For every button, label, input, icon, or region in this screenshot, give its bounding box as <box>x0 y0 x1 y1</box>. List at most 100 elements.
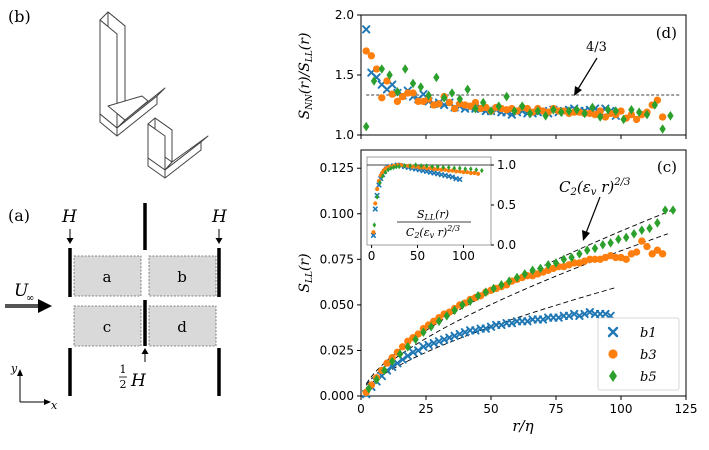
c-xtick-label: 25 <box>418 402 433 416</box>
d-point-b5 <box>425 90 432 101</box>
d-point-b5 <box>433 72 440 83</box>
d-annotation: 4/3 <box>586 40 607 55</box>
d-point-b3 <box>409 89 417 97</box>
c-ytick-label: 0.050 <box>320 298 354 312</box>
walls <box>68 203 221 396</box>
inset-point-b5 <box>375 194 379 200</box>
svg-text:C2(εv r)2/3: C2(εv r)2/3 <box>559 177 630 198</box>
c-point-b3 <box>591 255 599 264</box>
d-point-b3 <box>466 102 474 110</box>
d-point-b3 <box>398 92 407 101</box>
c-point-b5 <box>615 234 622 245</box>
d-point-b5 <box>495 101 502 111</box>
c-point-b5 <box>662 205 669 215</box>
flow-sub: ∞ <box>26 293 34 304</box>
panel-label-c: (c) <box>657 158 677 176</box>
boxes <box>73 255 217 347</box>
d-annotation-arrow <box>574 57 598 96</box>
d-point-b5 <box>526 108 534 119</box>
c-point-b5 <box>607 238 614 248</box>
d-point-b5 <box>612 106 619 116</box>
d-point-b5 <box>620 114 627 125</box>
d-point-b3 <box>445 98 454 107</box>
inset-point-b5 <box>468 166 473 172</box>
d-point-b5 <box>659 124 666 134</box>
c-point-b1 <box>393 359 402 368</box>
c-point-b5 <box>529 265 536 276</box>
inset-point-b5 <box>480 167 484 174</box>
c-point-b5 <box>506 276 513 286</box>
inset-point-b5 <box>386 167 390 173</box>
h-left-label: H <box>61 207 78 227</box>
box-a-label: a <box>103 268 112 286</box>
c-point-b5 <box>420 327 427 338</box>
d-point-b3 <box>362 47 370 55</box>
panel-label-a: (a) <box>8 206 30 225</box>
c-point-b3 <box>612 253 620 262</box>
inset-point-b5 <box>372 222 377 228</box>
d-point-b5 <box>370 76 378 86</box>
half-h-label: 1 2 H <box>119 363 147 391</box>
c-point-b5 <box>396 349 404 359</box>
d-point-b5 <box>534 106 541 116</box>
svg-text:H: H <box>130 371 147 391</box>
inset-point-b5 <box>474 167 479 173</box>
c-point-b5 <box>482 287 489 297</box>
c-point-b5 <box>412 334 419 345</box>
c-point-b5 <box>459 300 466 310</box>
c-ytick-label: 0.125 <box>320 161 354 175</box>
d-point-b5 <box>487 106 495 116</box>
svg-text:C2(εv r)2/3: C2(εv r)2/3 <box>406 224 460 240</box>
box-a <box>73 255 142 297</box>
flow-arrow <box>5 299 52 313</box>
inset-point-b1 <box>449 174 456 180</box>
c-point-b3 <box>398 343 407 351</box>
h-arrows <box>66 229 223 362</box>
inset-point-b3 <box>457 169 462 174</box>
c-point-b5 <box>630 229 638 239</box>
d-point-b5 <box>378 64 385 74</box>
panel-label-d: (d) <box>656 24 677 42</box>
d-point-b5 <box>550 105 557 115</box>
inset-point-b1 <box>370 232 377 238</box>
d-point-b5 <box>628 105 635 115</box>
c-ylabel: SLL(r) <box>297 253 315 292</box>
c-point-b5 <box>474 290 482 301</box>
box-b-label: b <box>177 268 187 286</box>
box-d-label: d <box>177 318 187 336</box>
inset-xtick-label: 50 <box>410 249 425 263</box>
d-point-b5 <box>402 64 409 74</box>
d-point-b5 <box>441 93 448 103</box>
inset-point-b3 <box>371 230 376 235</box>
inset-point-b3 <box>468 170 473 176</box>
d-point-b5 <box>464 84 471 95</box>
d-point-b5 <box>667 111 674 121</box>
box-d <box>148 305 217 347</box>
c-point-b5 <box>365 383 372 394</box>
c-xtick-label: 0 <box>357 402 365 416</box>
inset-point-b5 <box>463 166 468 172</box>
c-xtick-label: 100 <box>610 402 633 416</box>
c-point-b5 <box>669 205 677 215</box>
c-point-b5 <box>404 342 411 352</box>
c-point-b5 <box>638 225 645 235</box>
d-point-b3 <box>388 90 396 98</box>
inset-point-b5 <box>435 163 440 170</box>
d-point-b5 <box>589 102 596 113</box>
c-point-b5 <box>654 218 661 228</box>
plot-d: 1.0 1.5 2.0 (d) 4/3 <box>335 8 687 142</box>
svg-text:SLL(r): SLL(r) <box>297 253 315 292</box>
c-point-b3 <box>632 248 641 256</box>
d-point-b3 <box>617 107 625 115</box>
c-point-b5 <box>513 272 521 283</box>
d-point-b3 <box>601 113 610 121</box>
c-point-b5 <box>389 356 396 367</box>
inset-xtick-label: 100 <box>452 249 475 263</box>
inset-ylabel: SLL(r) C2(εv r)2/3 <box>397 208 471 240</box>
d-point-b3 <box>393 97 402 106</box>
d-point-b1 <box>362 25 371 34</box>
c-ytick-label: 0.025 <box>320 343 354 357</box>
d-point-b3 <box>378 94 386 102</box>
d-point-b5 <box>636 107 643 117</box>
